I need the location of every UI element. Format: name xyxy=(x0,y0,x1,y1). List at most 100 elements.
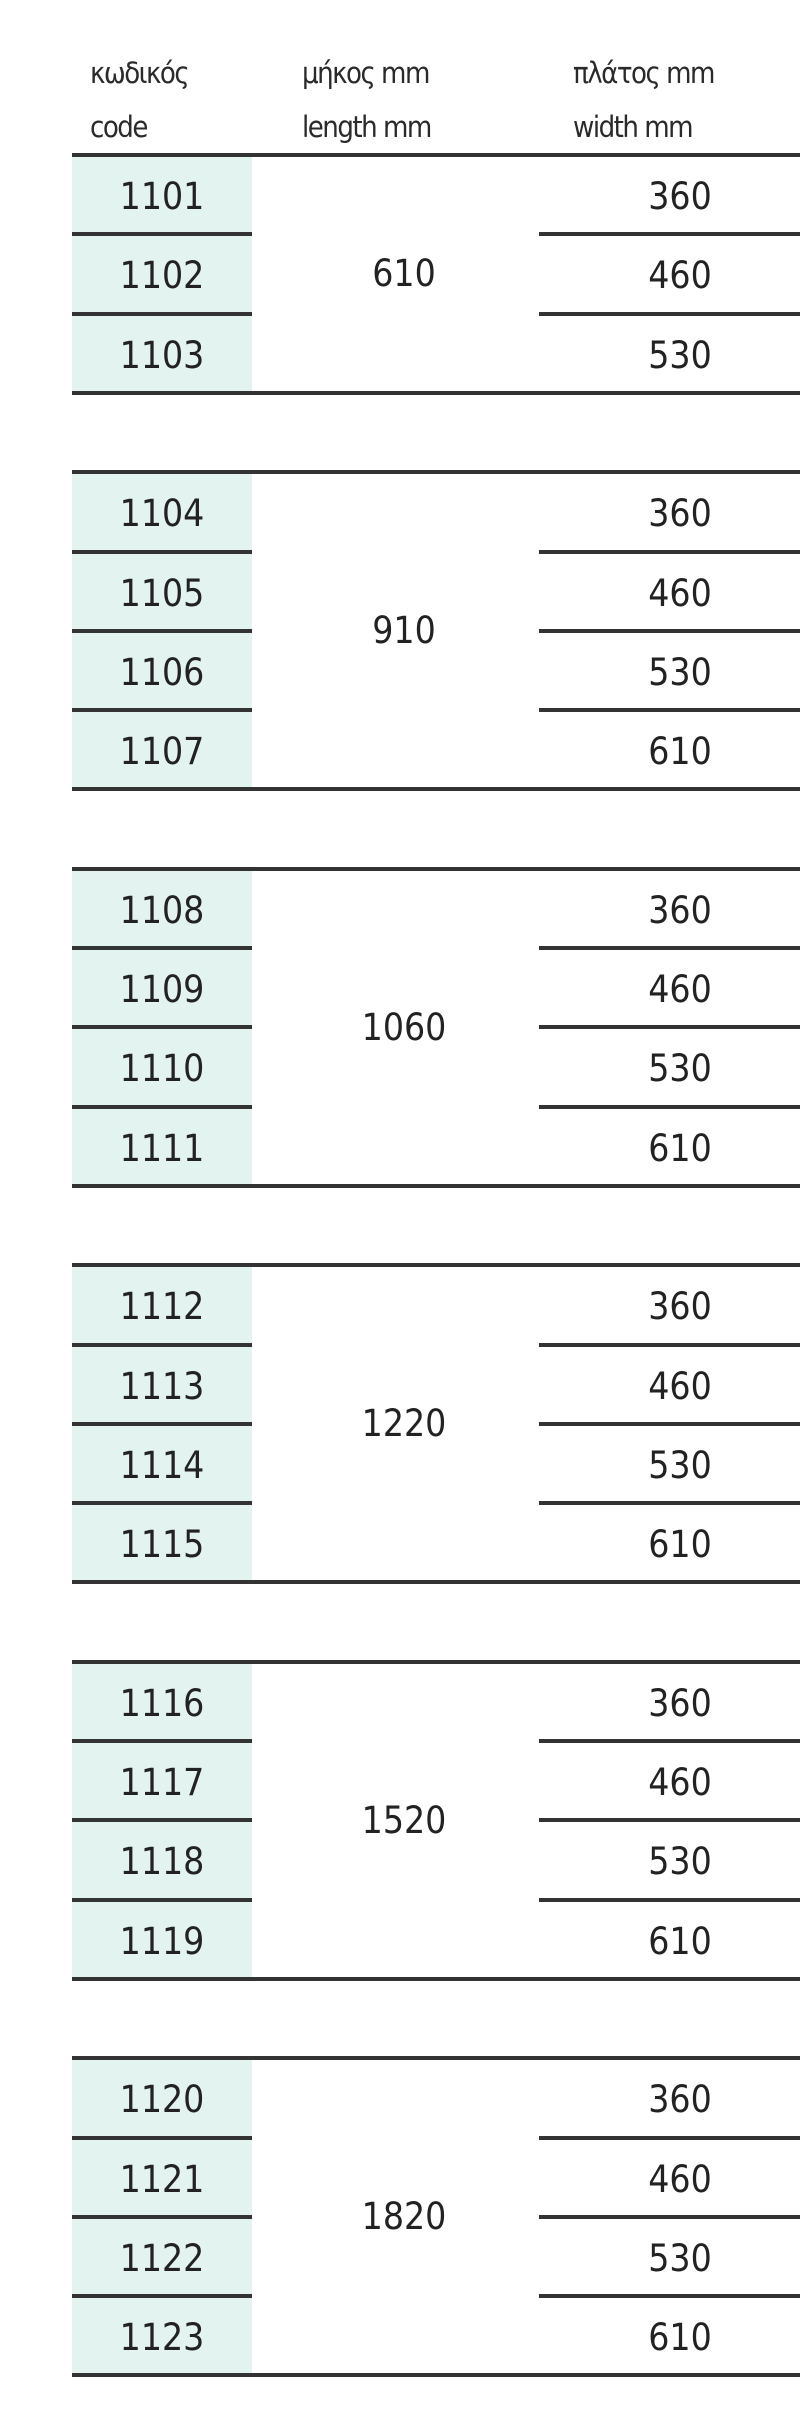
row-rule-width xyxy=(539,1104,800,1109)
group-bottom-rule xyxy=(72,2373,800,2378)
code-cell: 1102 xyxy=(119,254,205,298)
row-rule-width xyxy=(539,2294,800,2299)
header-width-greek: πλάτος mm xyxy=(573,56,715,90)
width-cell: 530 xyxy=(648,650,712,694)
row-rule-code xyxy=(72,2135,252,2140)
code-cell: 1123 xyxy=(119,2316,205,2360)
header-length-english: length mm xyxy=(302,110,432,144)
row-rule-width xyxy=(539,1342,800,1347)
width-cell: 360 xyxy=(648,888,712,932)
row-rule-code xyxy=(72,1342,252,1347)
width-cell: 460 xyxy=(648,968,712,1011)
row-rule-code xyxy=(72,1739,252,1743)
row-rule-width xyxy=(539,946,800,950)
row-rule-width xyxy=(539,1421,800,1426)
width-cell: 360 xyxy=(648,492,712,536)
code-cell: 1122 xyxy=(119,2236,205,2280)
length-cell: 1220 xyxy=(361,1402,447,1446)
row-rule-width xyxy=(539,1501,800,1506)
code-cell: 1110 xyxy=(119,1047,205,1091)
row-rule-code xyxy=(72,708,252,713)
row-rule-width xyxy=(539,1897,800,1902)
width-cell: 460 xyxy=(648,1364,712,1408)
group-top-rule xyxy=(72,1659,800,1664)
row-rule-code xyxy=(72,1897,252,1902)
width-cell: 460 xyxy=(648,1761,712,1804)
width-cell: 360 xyxy=(648,175,712,218)
length-cell: 910 xyxy=(372,609,436,653)
code-cell: 1104 xyxy=(119,492,205,536)
row-rule-code xyxy=(72,1501,252,1506)
width-cell: 610 xyxy=(648,730,712,774)
code-cell: 1119 xyxy=(119,1919,205,1963)
group-top-rule xyxy=(72,153,800,157)
row-rule-code xyxy=(72,549,252,554)
group-top-rule xyxy=(72,866,800,871)
width-cell: 530 xyxy=(648,2236,712,2280)
row-rule-width xyxy=(539,708,800,713)
code-cell: 1108 xyxy=(119,888,205,932)
code-cell: 1114 xyxy=(119,1443,205,1487)
code-cell: 1101 xyxy=(119,175,205,218)
header-code-greek: κωδικός xyxy=(90,56,190,90)
length-cell: 1820 xyxy=(361,2195,447,2239)
group-bottom-rule xyxy=(72,1183,800,1188)
header-length-greek: μήκος mm xyxy=(302,56,430,90)
width-cell: 460 xyxy=(648,254,712,298)
group-top-rule xyxy=(72,2056,800,2061)
group-top-rule xyxy=(72,1263,800,1268)
code-cell: 1115 xyxy=(119,1523,205,1567)
code-cell: 1105 xyxy=(119,571,205,615)
width-cell: 360 xyxy=(648,2078,712,2122)
header-width-english: width mm xyxy=(573,110,694,144)
row-rule-code xyxy=(72,311,252,316)
width-cell: 530 xyxy=(648,1840,712,1884)
width-cell: 610 xyxy=(648,1919,712,1963)
code-cell: 1116 xyxy=(119,1681,205,1725)
width-cell: 360 xyxy=(648,1681,712,1725)
row-rule-code xyxy=(72,1025,252,1030)
code-cell: 1106 xyxy=(119,650,205,694)
header-length: μήκος mm length mm xyxy=(302,46,432,154)
width-cell: 610 xyxy=(648,2316,712,2360)
row-rule-width xyxy=(539,1818,800,1823)
row-rule-code xyxy=(72,1421,252,1426)
width-cell: 530 xyxy=(648,333,712,377)
code-cell: 1107 xyxy=(119,730,205,774)
row-rule-code xyxy=(72,232,252,237)
code-cell: 1112 xyxy=(119,1285,205,1329)
header-code-english: code xyxy=(90,110,148,144)
group-bottom-rule xyxy=(72,390,800,395)
group-top-rule xyxy=(72,470,800,475)
row-rule-width xyxy=(539,1739,800,1743)
row-rule-code xyxy=(72,2214,252,2219)
code-cell: 1103 xyxy=(119,333,205,377)
length-cell: 1520 xyxy=(361,1798,447,1842)
code-cell: 1111 xyxy=(119,1126,205,1170)
width-cell: 360 xyxy=(648,1285,712,1329)
header-width: πλάτος mm width mm xyxy=(573,46,715,154)
code-cell: 1118 xyxy=(119,1840,205,1884)
group-bottom-rule xyxy=(72,787,800,792)
code-column-background xyxy=(72,157,252,395)
length-cell: 610 xyxy=(372,252,436,296)
length-cell: 1060 xyxy=(361,1005,447,1049)
code-cell: 1113 xyxy=(119,1364,205,1408)
width-cell: 460 xyxy=(648,571,712,615)
row-rule-width xyxy=(539,311,800,316)
width-cell: 460 xyxy=(648,2157,712,2201)
code-cell: 1117 xyxy=(119,1761,205,1804)
row-rule-code xyxy=(72,1818,252,1823)
row-rule-width xyxy=(539,628,800,633)
row-rule-width xyxy=(539,232,800,237)
row-rule-code xyxy=(72,2294,252,2299)
group-bottom-rule xyxy=(72,1580,800,1585)
row-rule-width xyxy=(539,1025,800,1030)
code-cell: 1120 xyxy=(119,2078,205,2122)
header-code: κωδικός code xyxy=(90,46,190,154)
group-bottom-rule xyxy=(72,1976,800,1981)
width-cell: 610 xyxy=(648,1126,712,1170)
row-rule-code xyxy=(72,628,252,633)
code-cell: 1121 xyxy=(119,2157,205,2201)
row-rule-width xyxy=(539,549,800,554)
